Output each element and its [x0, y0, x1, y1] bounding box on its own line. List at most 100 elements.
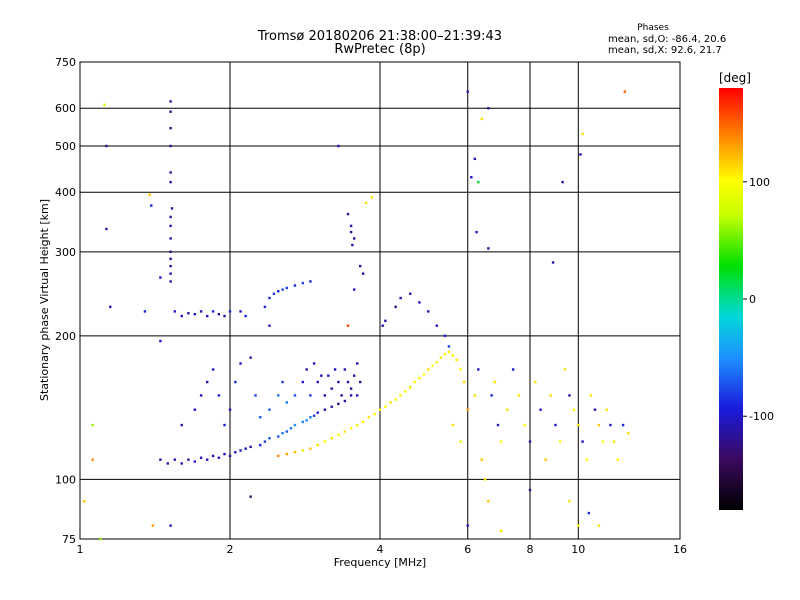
- data-point: [511, 368, 515, 371]
- data-point: [370, 196, 373, 199]
- data-point: [169, 524, 172, 527]
- phase-stats-o: mean, sd,O: -86.4, 20.6: [608, 34, 726, 45]
- data-points: [83, 90, 630, 541]
- data-point: [435, 324, 438, 327]
- data-point: [579, 153, 582, 156]
- data-point: [169, 100, 172, 103]
- data-point: [268, 408, 271, 411]
- data-point: [577, 423, 580, 427]
- y-tick-label: 100: [55, 473, 76, 486]
- data-point: [487, 247, 490, 250]
- data-point: [170, 207, 174, 210]
- data-point: [572, 408, 576, 411]
- data-point: [597, 423, 601, 427]
- x-tick-label: 1: [77, 543, 84, 556]
- x-tick-label: 6: [464, 543, 471, 556]
- data-point: [539, 408, 542, 411]
- data-point: [581, 132, 584, 136]
- data-point: [490, 394, 493, 397]
- data-point: [293, 451, 297, 454]
- x-axis-label: Frequency [MHz]: [334, 556, 426, 569]
- data-point: [581, 440, 584, 443]
- data-point: [180, 462, 183, 465]
- data-point: [316, 380, 319, 384]
- data-point: [159, 339, 162, 343]
- data-point: [483, 478, 487, 481]
- data-point: [447, 350, 451, 354]
- data-point: [577, 524, 580, 527]
- data-point: [223, 452, 226, 456]
- data-point: [305, 419, 308, 422]
- data-point: [268, 324, 271, 327]
- data-point: [409, 386, 412, 389]
- data-point: [268, 296, 271, 300]
- data-point: [323, 408, 327, 411]
- data-point: [361, 272, 365, 275]
- y-axis-ticks: 75 100 200 300 400 500 600 750: [55, 56, 76, 546]
- data-point: [466, 408, 469, 411]
- data-point: [169, 257, 172, 261]
- data-point: [343, 399, 347, 403]
- data-point: [549, 394, 552, 397]
- data-point: [439, 356, 443, 359]
- data-point: [413, 380, 417, 384]
- data-point: [381, 324, 384, 327]
- data-point: [462, 380, 466, 384]
- data-point: [443, 334, 447, 338]
- plot-area: 1 2 4 6 8 10 16 75 100 200 300 400 500 600 750: [55, 56, 687, 556]
- data-point: [470, 176, 473, 179]
- data-point: [150, 204, 153, 207]
- data-point: [99, 537, 102, 541]
- data-point: [544, 458, 547, 461]
- colorbar-unit-label: [deg]: [719, 71, 751, 85]
- chart-title: Tromsø 20180206 21:38:00–21:39:43: [257, 29, 502, 44]
- data-point: [217, 312, 221, 316]
- data-point: [259, 416, 262, 419]
- data-point: [477, 180, 480, 184]
- data-point: [563, 368, 567, 371]
- data-point: [301, 281, 305, 285]
- data-point: [263, 440, 267, 443]
- data-point: [361, 420, 365, 424]
- data-point: [378, 408, 382, 411]
- data-point: [169, 180, 172, 184]
- data-point: [281, 431, 284, 435]
- data-point: [349, 427, 353, 430]
- colorbar-tick-label: -100: [749, 410, 774, 423]
- data-point: [320, 374, 323, 377]
- data-point: [259, 443, 262, 447]
- data-point: [473, 394, 477, 397]
- y-tick-label: 300: [55, 246, 76, 259]
- data-point: [91, 423, 94, 427]
- data-point: [528, 440, 532, 443]
- data-point: [447, 345, 451, 348]
- data-point: [169, 272, 172, 275]
- data-point: [427, 310, 430, 313]
- data-point: [473, 157, 477, 161]
- colorbar: [deg] 100 0 -100: [719, 71, 774, 510]
- data-point: [523, 423, 526, 427]
- data-point: [358, 380, 362, 384]
- data-point: [223, 314, 226, 318]
- data-point: [399, 394, 402, 397]
- data-point: [217, 456, 221, 459]
- data-point: [389, 401, 392, 404]
- data-point: [327, 374, 330, 377]
- data-point: [384, 319, 387, 323]
- data-point: [105, 227, 108, 231]
- data-point: [180, 423, 183, 427]
- data-point: [211, 368, 215, 371]
- data-point: [352, 237, 356, 240]
- data-point: [151, 524, 155, 527]
- data-point: [199, 456, 203, 459]
- data-point: [394, 398, 397, 401]
- data-point: [355, 362, 359, 365]
- data-point: [228, 454, 232, 458]
- data-point: [455, 358, 458, 362]
- y-tick-label: 750: [55, 56, 76, 69]
- data-point: [312, 362, 316, 365]
- data-point: [217, 394, 221, 397]
- data-point: [499, 440, 503, 443]
- data-point: [349, 230, 353, 234]
